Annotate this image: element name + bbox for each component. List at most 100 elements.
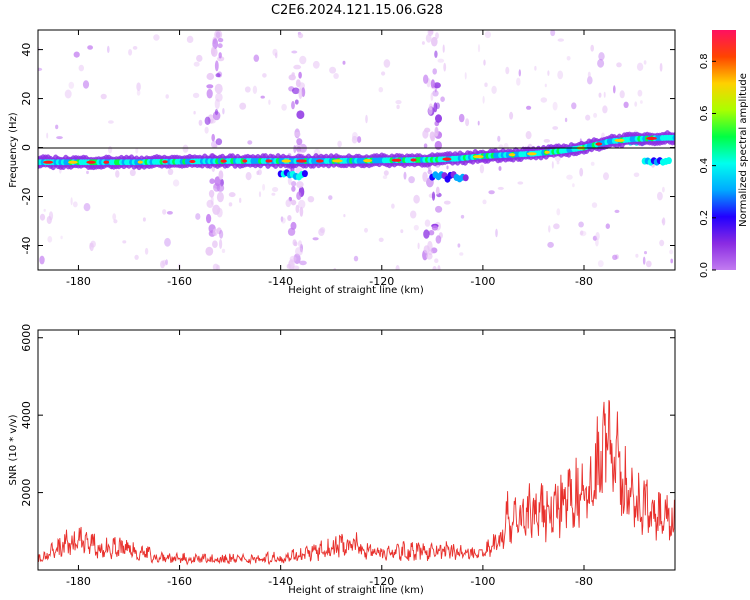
heatmap-noise-cell <box>395 265 400 270</box>
snr-y-ticks: 2000 4000 6000 <box>20 324 675 507</box>
heatmap-noise-cell <box>623 101 629 109</box>
heatmap-stripe-cell <box>296 138 303 146</box>
heatmap-noise-cell <box>193 110 196 115</box>
heatmap-noise-cell <box>408 176 415 184</box>
heatmap-stripe-cell <box>431 225 438 231</box>
heatmap-noise-cell <box>564 117 568 123</box>
snr-frame <box>37 329 676 571</box>
heatmap-noise-cell <box>253 54 260 62</box>
heatmap-stripe-cell <box>212 204 221 215</box>
heatmap-noise-cell <box>517 181 524 185</box>
heatmap-noise-cell <box>547 70 550 76</box>
heatmap-noise-cell <box>592 235 598 241</box>
heatmap-stripe-cell <box>293 145 297 154</box>
heatmap-noise-cell <box>505 66 510 75</box>
heatmap-stripe-cell <box>422 129 429 139</box>
heatmap-noise-cell <box>553 223 560 230</box>
heatmap-noise-cell <box>477 120 480 126</box>
heatmap-peak-cell <box>242 159 248 163</box>
heatmap-noise-cell <box>381 71 386 76</box>
heatmap-noise-cell <box>410 210 417 219</box>
heatmap-stripe-cell <box>433 82 441 89</box>
heatmap-noise-cell <box>642 256 646 265</box>
heatmap-noise-cell <box>482 95 485 104</box>
heatmap-frame <box>37 29 676 271</box>
heatmap-noise-cell <box>144 247 149 255</box>
heatmap-y-ticks: -40 -20 0 20 40 <box>20 43 675 254</box>
colorbar-tick-label: 0.4 <box>699 158 710 174</box>
heatmap-peak-cell <box>544 150 550 154</box>
heatmap-noise-cell <box>60 235 63 240</box>
heatmap-noise-cell <box>552 101 558 111</box>
heatmap-x-axis-label: Height of straight line (km) <box>288 285 424 296</box>
heatmap-noise-cell <box>482 199 487 205</box>
heatmap-peak-cell <box>508 153 516 157</box>
heatmap-stripe-cell <box>428 106 433 115</box>
heatmap-stripe-cell <box>296 110 305 119</box>
heatmap-noise-cell <box>86 170 89 175</box>
heatmap-peak-cell <box>137 160 143 164</box>
heatmap-noise-cell <box>192 92 200 99</box>
heatmap-stripe-cell <box>297 32 304 39</box>
heatmap-noise-cell <box>443 200 451 205</box>
colorbar-tick-label: 0.8 <box>699 53 710 69</box>
colorbar-tick-label: 0.0 <box>699 262 710 278</box>
heatmap-noise-cell <box>70 197 73 206</box>
heatmap-noise-cell <box>516 77 521 86</box>
heatmap-noise-cell <box>258 191 262 198</box>
heatmap-noise-cell <box>659 239 665 247</box>
heatmap-stripe-cell <box>290 221 297 230</box>
snr-y-tick-label: 4000 <box>20 401 33 429</box>
heatmap-noise-cell <box>244 86 251 93</box>
heatmap-stripe-cell <box>206 72 215 81</box>
heatmap-y-axis-label: Frequency (Hz) <box>8 112 19 188</box>
heatmap-noise-cell <box>160 260 165 269</box>
heatmap-noise-cell <box>108 146 113 154</box>
heatmap-noise-cell <box>603 172 609 181</box>
heatmap-stripe-cell <box>213 143 218 149</box>
heatmap-stripe-cell <box>423 74 429 84</box>
heatmap-noise-cell <box>446 165 449 170</box>
snr-panel: -180 -160 -140 -120 -100 -80 2000 4000 6000 Hei… <box>8 324 676 596</box>
heatmap-stripe-cell <box>211 133 215 142</box>
heatmap-stripe-cell <box>215 73 221 78</box>
heatmap-stripe-cell <box>208 189 215 198</box>
heatmap-peak-cell <box>281 159 292 163</box>
heatmap-noise-cell <box>572 183 575 188</box>
heatmap-peak-cell <box>189 159 196 164</box>
heatmap-ridge-cell <box>672 134 675 141</box>
heatmap-stripe-cell <box>292 239 297 246</box>
heatmap-stripe-cell <box>423 245 430 254</box>
heatmap-noise-cell <box>430 92 434 102</box>
heatmap-x-tick-label: -100 <box>470 275 495 288</box>
heatmap-noise-cell <box>670 258 673 264</box>
heatmap-stripe-cell <box>298 88 303 100</box>
heatmap-noise-cell <box>587 76 593 85</box>
heatmap-noise-cell <box>164 237 171 247</box>
heatmap-noise-cell <box>525 131 532 140</box>
heatmap-noise-cell <box>108 120 114 124</box>
heatmap-stripe-cell <box>293 253 301 265</box>
heatmap-noise-cell <box>425 33 432 43</box>
heatmap-stripe-cell <box>216 191 224 203</box>
heatmap-noise-cell <box>39 255 45 265</box>
heatmap-noise-cell <box>643 60 647 65</box>
heatmap-stripe-cell <box>430 79 435 89</box>
heatmap-noise-cell <box>635 253 639 258</box>
heatmap-peak-cell <box>332 159 343 163</box>
heatmap-stripe-cell <box>432 266 437 270</box>
heatmap-noise-cell <box>107 45 110 54</box>
heatmap-noise-cell <box>551 161 554 169</box>
heatmap-stripe-cell <box>296 191 302 200</box>
heatmap-noise-cell <box>495 228 498 238</box>
heatmap-stripe-cell <box>212 111 221 121</box>
heatmap-noise-cell <box>593 112 598 118</box>
heatmap-stripe-cell <box>217 56 225 62</box>
heatmap-stripe-cell <box>423 143 428 149</box>
heatmap-noise-cell <box>465 118 470 127</box>
heatmap-stripe-cell <box>291 101 295 110</box>
heatmap-noise-cell <box>165 94 169 99</box>
heatmap-stripe-cell <box>289 255 297 262</box>
heatmap-noise-cell <box>112 213 117 221</box>
heatmap-stripe-cell <box>287 215 292 221</box>
